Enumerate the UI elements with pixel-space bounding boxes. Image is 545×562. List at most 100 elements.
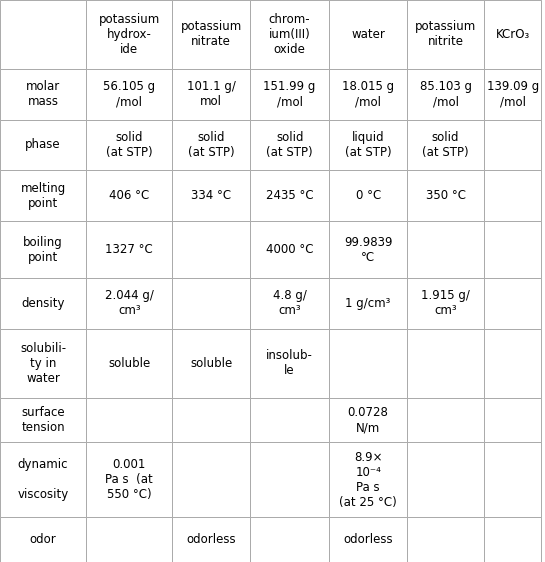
Bar <box>485 221 541 278</box>
Bar <box>0 517 86 562</box>
Bar <box>407 0 485 69</box>
Bar <box>407 397 485 442</box>
Bar <box>0 329 86 397</box>
Text: 4.8 g/
cm³: 4.8 g/ cm³ <box>272 289 307 318</box>
Bar <box>407 329 485 397</box>
Bar <box>329 120 407 170</box>
Bar <box>485 170 541 221</box>
Bar <box>86 0 172 69</box>
Bar <box>485 442 541 517</box>
Text: 0 °C: 0 °C <box>355 189 381 202</box>
Text: 99.9839
°C: 99.9839 °C <box>344 235 392 264</box>
Text: solid
(at STP): solid (at STP) <box>422 131 469 159</box>
Text: potassium
nitrate: potassium nitrate <box>180 20 242 48</box>
Bar <box>407 120 485 170</box>
Bar <box>86 120 172 170</box>
Bar <box>485 69 541 120</box>
Bar <box>172 397 250 442</box>
Bar <box>86 397 172 442</box>
Bar <box>86 517 172 562</box>
Bar <box>0 120 86 170</box>
Bar <box>86 221 172 278</box>
Bar <box>0 278 86 329</box>
Bar <box>172 517 250 562</box>
Bar <box>172 329 250 397</box>
Text: boiling
point: boiling point <box>23 235 63 264</box>
Text: density: density <box>21 297 65 310</box>
Text: KCrO₃: KCrO₃ <box>495 28 530 41</box>
Bar <box>250 69 329 120</box>
Text: molar
mass: molar mass <box>26 80 60 108</box>
Text: 0.0728
N/m: 0.0728 N/m <box>348 406 389 434</box>
Bar <box>329 170 407 221</box>
Text: odorless: odorless <box>186 533 236 546</box>
Bar <box>485 0 541 69</box>
Text: 85.103 g
/mol: 85.103 g /mol <box>420 80 471 108</box>
Bar <box>250 278 329 329</box>
Text: 2.044 g/
cm³: 2.044 g/ cm³ <box>105 289 154 318</box>
Text: potassium
hydrox-
ide: potassium hydrox- ide <box>99 13 160 56</box>
Bar <box>485 397 541 442</box>
Bar <box>407 442 485 517</box>
Text: water: water <box>351 28 385 41</box>
Text: 1 g/cm³: 1 g/cm³ <box>346 297 391 310</box>
Bar <box>0 397 86 442</box>
Bar <box>329 221 407 278</box>
Bar <box>86 278 172 329</box>
Bar <box>329 278 407 329</box>
Text: surface
tension: surface tension <box>21 406 65 434</box>
Bar <box>250 442 329 517</box>
Bar <box>0 442 86 517</box>
Text: melting
point: melting point <box>21 182 66 210</box>
Text: chrom-
ium(III)
oxide: chrom- ium(III) oxide <box>269 13 311 56</box>
Bar <box>485 120 541 170</box>
Bar <box>172 0 250 69</box>
Bar <box>407 278 485 329</box>
Bar <box>86 442 172 517</box>
Bar <box>86 170 172 221</box>
Bar <box>250 0 329 69</box>
Bar <box>172 120 250 170</box>
Bar <box>407 170 485 221</box>
Text: 334 °C: 334 °C <box>191 189 231 202</box>
Bar <box>250 397 329 442</box>
Text: 8.9×
10⁻⁴
Pa s
(at 25 °C): 8.9× 10⁻⁴ Pa s (at 25 °C) <box>340 451 397 509</box>
Bar <box>172 69 250 120</box>
Bar <box>250 517 329 562</box>
Bar <box>250 170 329 221</box>
Bar <box>485 278 541 329</box>
Text: 2435 °C: 2435 °C <box>266 189 313 202</box>
Bar <box>172 221 250 278</box>
Text: 56.105 g
/mol: 56.105 g /mol <box>104 80 155 108</box>
Bar <box>0 221 86 278</box>
Bar <box>329 397 407 442</box>
Bar <box>329 69 407 120</box>
Text: 101.1 g/
mol: 101.1 g/ mol <box>187 80 235 108</box>
Bar <box>172 442 250 517</box>
Text: insolub-
le: insolub- le <box>267 349 313 377</box>
Text: 1327 °C: 1327 °C <box>106 243 153 256</box>
Text: potassium
nitrite: potassium nitrite <box>415 20 476 48</box>
Bar <box>407 69 485 120</box>
Bar <box>172 170 250 221</box>
Bar <box>329 329 407 397</box>
Text: 350 °C: 350 °C <box>426 189 465 202</box>
Text: 1.915 g/
cm³: 1.915 g/ cm³ <box>421 289 470 318</box>
Bar <box>407 221 485 278</box>
Text: solid
(at STP): solid (at STP) <box>267 131 313 159</box>
Bar <box>172 278 250 329</box>
Text: solid
(at STP): solid (at STP) <box>188 131 234 159</box>
Bar <box>485 517 541 562</box>
Bar <box>329 442 407 517</box>
Bar <box>329 0 407 69</box>
Text: solid
(at STP): solid (at STP) <box>106 131 153 159</box>
Text: phase: phase <box>25 138 61 152</box>
Text: odorless: odorless <box>343 533 393 546</box>
Bar <box>485 329 541 397</box>
Bar <box>86 69 172 120</box>
Text: 0.001
Pa s  (at
550 °C): 0.001 Pa s (at 550 °C) <box>106 458 153 501</box>
Text: solubili-
ty in
water: solubili- ty in water <box>20 342 66 385</box>
Text: odor: odor <box>30 533 57 546</box>
Bar <box>0 170 86 221</box>
Text: 151.99 g
/mol: 151.99 g /mol <box>263 80 316 108</box>
